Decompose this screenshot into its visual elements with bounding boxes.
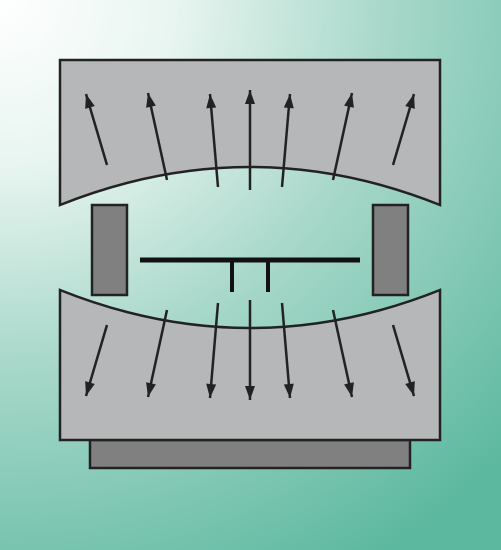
expansion-diagram [0, 0, 501, 550]
base-plate [90, 440, 410, 468]
pillar-left [92, 205, 127, 295]
pillar-right [373, 205, 408, 295]
